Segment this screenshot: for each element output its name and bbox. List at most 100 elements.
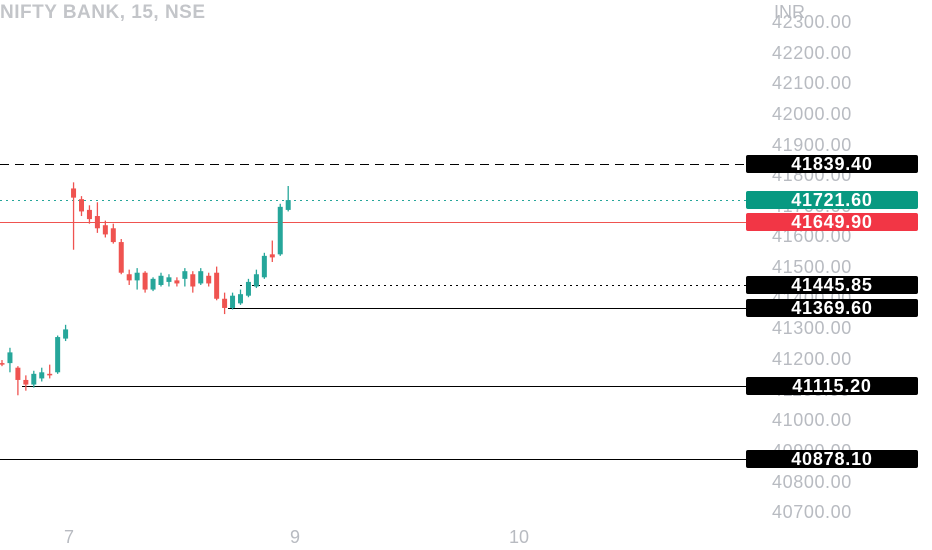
level-price-label: 41369.60 xyxy=(746,299,918,317)
candle-body xyxy=(63,329,69,339)
level-lines xyxy=(0,164,746,460)
candle xyxy=(269,240,275,262)
candle xyxy=(150,277,156,292)
candle-body xyxy=(86,209,92,220)
candles xyxy=(0,182,291,396)
candle xyxy=(126,269,132,285)
candle-body xyxy=(94,216,100,229)
candle xyxy=(214,266,220,301)
candle-body xyxy=(158,275,164,285)
price-tick-label: 42200.00 xyxy=(772,42,852,63)
candle-body xyxy=(261,255,267,278)
candle xyxy=(142,271,148,293)
candle-body xyxy=(230,295,236,308)
price-tick-label: 41000.00 xyxy=(772,410,852,431)
candle-body xyxy=(166,277,172,282)
candle-body xyxy=(118,242,124,273)
candle xyxy=(158,272,164,287)
candle-body xyxy=(182,271,188,279)
candle-body xyxy=(285,200,291,210)
candle-body xyxy=(79,199,84,212)
candle xyxy=(245,278,251,298)
level-price-label: 41445.85 xyxy=(746,276,918,294)
candle xyxy=(238,289,243,305)
candle xyxy=(47,364,53,379)
candle xyxy=(15,366,21,396)
candle xyxy=(39,367,45,382)
price-tick-label: 41300.00 xyxy=(772,318,852,339)
candle-body xyxy=(238,294,243,304)
candle-body xyxy=(198,271,204,284)
candle xyxy=(118,239,124,275)
candle xyxy=(31,370,37,388)
chart-title: NIFTY BANK, 15, NSE xyxy=(0,2,206,23)
candle-body xyxy=(71,188,77,198)
candle-body xyxy=(7,352,13,364)
time-tick-label: 9 xyxy=(290,527,301,547)
candle xyxy=(55,335,61,374)
price-tick-label: 42100.00 xyxy=(772,73,852,94)
candle-body xyxy=(55,337,61,373)
candle xyxy=(110,223,116,244)
candle-body xyxy=(214,272,220,299)
price-tick-label: 41900.00 xyxy=(772,134,852,155)
price-tick-label: 42300.00 xyxy=(772,12,852,32)
price-tick-label: 41500.00 xyxy=(772,257,852,278)
candle xyxy=(79,196,84,217)
candle xyxy=(102,220,108,238)
level-price-label: 41115.20 xyxy=(746,377,918,395)
candle-body xyxy=(190,274,196,287)
candle-body xyxy=(269,254,275,258)
candle xyxy=(230,292,236,310)
candle xyxy=(206,272,212,287)
candle xyxy=(190,271,196,293)
candle xyxy=(86,205,92,224)
candle xyxy=(134,268,140,290)
candle xyxy=(174,277,180,287)
candle-body xyxy=(142,272,148,290)
level-price-label: 41649.90 xyxy=(746,213,918,231)
price-tick-label: 41600.00 xyxy=(772,226,852,247)
currency-label: INR xyxy=(774,2,805,22)
candle xyxy=(166,274,172,287)
candle-body xyxy=(150,278,156,290)
candle-body xyxy=(126,274,132,281)
time-tick-label: 10 xyxy=(509,527,530,547)
candle-body xyxy=(206,275,212,284)
candle-body xyxy=(134,272,140,281)
candle xyxy=(285,186,291,212)
level-price-label: 41839.40 xyxy=(746,155,918,173)
candle-body xyxy=(39,372,45,379)
price-tick-label: 40800.00 xyxy=(772,471,852,492)
candle xyxy=(253,269,259,289)
price-tick-label: 40700.00 xyxy=(772,502,852,523)
price-tick-label: 41200.00 xyxy=(772,349,852,370)
candle-body xyxy=(110,228,116,243)
candle-body xyxy=(47,373,53,376)
candle-body xyxy=(222,298,228,308)
candle xyxy=(261,252,267,279)
candle-body xyxy=(245,281,251,296)
candle-body xyxy=(31,373,37,385)
time-tick-label: 7 xyxy=(64,527,75,547)
candle xyxy=(277,203,283,256)
candle xyxy=(23,375,29,391)
candle-body xyxy=(253,274,259,287)
candle xyxy=(182,268,188,287)
candle xyxy=(0,360,5,367)
level-price-label: 41721.60 xyxy=(746,191,918,209)
price-tick-label: 42000.00 xyxy=(772,103,852,124)
candle-body xyxy=(15,367,21,380)
candle-body xyxy=(0,363,5,365)
level-price-label: 40878.10 xyxy=(746,450,918,468)
candle xyxy=(71,182,77,250)
candle-body xyxy=(23,379,29,385)
candle-body xyxy=(277,206,283,255)
candle xyxy=(94,202,100,233)
candle xyxy=(63,324,69,342)
candle xyxy=(198,268,204,285)
candle-body xyxy=(174,280,180,284)
candle xyxy=(7,347,13,373)
candle xyxy=(222,292,228,315)
